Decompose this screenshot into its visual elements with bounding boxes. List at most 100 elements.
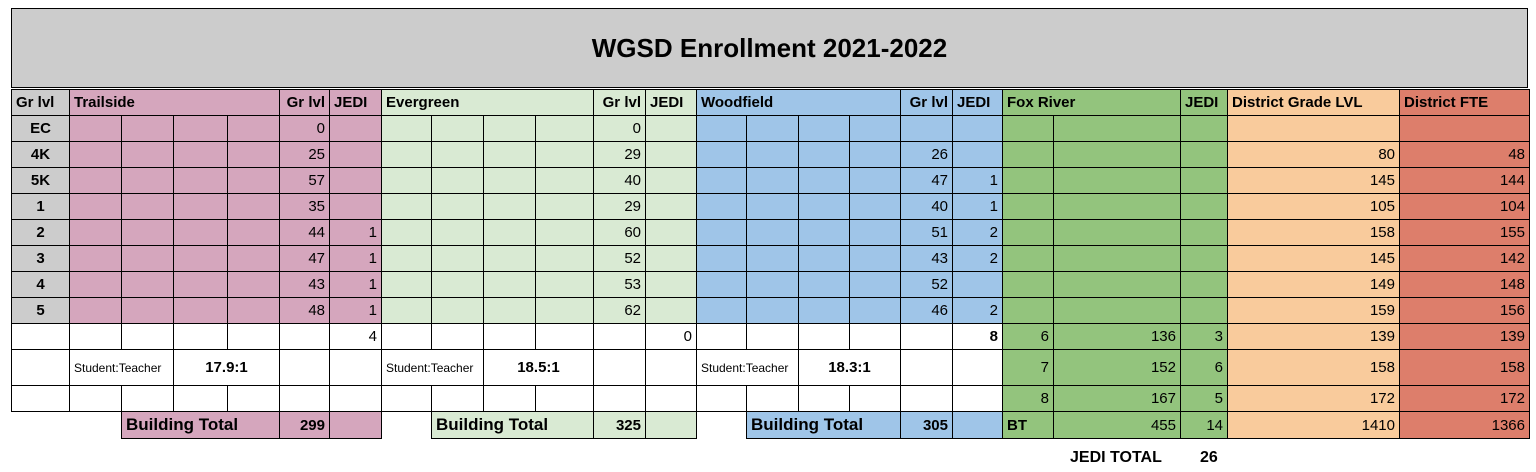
grade-row: 3 47 1 52 43 2 145 142 <box>11 245 1530 272</box>
trailside-count: 44 <box>279 219 330 246</box>
woodfield-jedi <box>952 271 1003 298</box>
evergreen-count: 40 <box>593 167 646 194</box>
fox-river-count: 167 <box>1053 385 1181 412</box>
trailside-header: Trailside <box>69 89 280 116</box>
fox-river-count: 136 <box>1053 323 1181 350</box>
evergreen-count: 0 <box>593 115 646 142</box>
district-fte-value: 155 <box>1399 219 1530 246</box>
district-grade-value: 149 <box>1227 271 1400 298</box>
district-grade-value: 172 <box>1227 385 1400 412</box>
woodfield-count: 51 <box>900 219 953 246</box>
evergreen-count: 53 <box>593 271 646 298</box>
district-fte-value <box>1399 115 1530 142</box>
woodfield-count: 46 <box>900 297 953 324</box>
evergreen-jedi <box>645 193 697 220</box>
grade-row: 5K 57 40 47 1 145 144 <box>11 167 1530 194</box>
trailside-count: 47 <box>279 245 330 272</box>
grade-row: 4 43 1 53 52 149 148 <box>11 271 1530 298</box>
evergreen-count: 29 <box>593 193 646 220</box>
woodfield-count <box>900 115 953 142</box>
jedi-sum-row: 4 0 8 6 136 3 139 139 <box>11 323 1530 350</box>
district-grade-lvl-header: District Grade LVL <box>1227 89 1400 116</box>
district-fte-header: District FTE <box>1399 89 1530 116</box>
trailside-building-total-label: Building Total <box>121 411 280 439</box>
trailside-jedi-header: JEDI <box>329 89 382 116</box>
grade-row: 5 48 1 62 46 2 159 156 <box>11 297 1530 324</box>
trailside-jedi <box>329 167 382 194</box>
trailside-count: 57 <box>279 167 330 194</box>
woodfield-jedi: 1 <box>952 167 1003 194</box>
evergreen-jedi <box>645 115 697 142</box>
district-grade-value <box>1227 115 1400 142</box>
district-fte-value: 142 <box>1399 245 1530 272</box>
evergreen-header: Evergreen <box>381 89 594 116</box>
woodfield-building-total: 305 <box>900 411 953 439</box>
grade-row: 2 44 1 60 51 2 158 155 <box>11 219 1530 246</box>
evergreen-jedi <box>645 271 697 298</box>
evergreen-jedi <box>645 167 697 194</box>
trailside-jedi: 1 <box>329 297 382 324</box>
fox-river-jedi-header: JEDI <box>1180 89 1228 116</box>
district-fte-value: 139 <box>1399 323 1530 350</box>
trailside-jedi <box>329 193 382 220</box>
fox-river-grade: 8 <box>1002 385 1054 412</box>
trailside-count: 48 <box>279 297 330 324</box>
trailside-gr-lvl-header: Gr lvl <box>279 89 330 116</box>
evergreen-jedi <box>645 141 697 168</box>
evergreen-count: 60 <box>593 219 646 246</box>
woodfield-building-total-label: Building Total <box>746 411 901 439</box>
trailside-count: 35 <box>279 193 330 220</box>
trailside-count: 25 <box>279 141 330 168</box>
trailside-jedi <box>329 141 382 168</box>
evergreen-jedi <box>645 297 697 324</box>
woodfield-jedi-sum: 8 <box>952 323 1003 350</box>
evergreen-count: 52 <box>593 245 646 272</box>
district-grade-value: 80 <box>1227 141 1400 168</box>
woodfield-jedi <box>952 141 1003 168</box>
grade-label: 3 <box>11 245 70 272</box>
grade-label: 1 <box>11 193 70 220</box>
student-teacher-label: Student:Teacher <box>381 349 484 386</box>
evergreen-count: 62 <box>593 297 646 324</box>
district-fte-value: 158 <box>1399 349 1530 386</box>
woodfield-count: 26 <box>900 141 953 168</box>
woodfield-count: 47 <box>900 167 953 194</box>
woodfield-jedi: 2 <box>952 245 1003 272</box>
grade-label: 4K <box>11 141 70 168</box>
grade-row: EC 0 0 <box>11 115 1530 142</box>
building-total-row: Building Total 299 Building Total 325 Bu… <box>12 411 1530 439</box>
evergreen-jedi-header: JEDI <box>645 89 697 116</box>
student-teacher-label: Student:Teacher <box>696 349 799 386</box>
evergreen-jedi-sum: 0 <box>645 323 697 350</box>
evergreen-count: 29 <box>593 141 646 168</box>
district-fte-value: 48 <box>1399 141 1530 168</box>
district-grade-value: 105 <box>1227 193 1400 220</box>
district-fte-value: 104 <box>1399 193 1530 220</box>
grade-label: 4 <box>11 271 70 298</box>
student-teacher-label: Student:Teacher <box>69 349 174 386</box>
evergreen-building-total-label: Building Total <box>431 411 594 439</box>
gr-lvl-header: Gr lvl <box>11 89 70 116</box>
fox-river-count: 152 <box>1053 349 1181 386</box>
evergreen-ratio: 18.5:1 <box>483 349 594 386</box>
district-fte-value: 144 <box>1399 167 1530 194</box>
woodfield-jedi: 1 <box>952 193 1003 220</box>
district-fte-value: 172 <box>1399 385 1530 412</box>
district-grade-value: 145 <box>1227 167 1400 194</box>
jedi-total-label: JEDI TOTAL <box>1070 449 1162 466</box>
woodfield-count: 40 <box>900 193 953 220</box>
woodfield-jedi-header: JEDI <box>952 89 1003 116</box>
grade-label: 2 <box>11 219 70 246</box>
evergreen-jedi <box>645 219 697 246</box>
woodfield-jedi: 2 <box>952 297 1003 324</box>
district-grade-value: 158 <box>1227 219 1400 246</box>
trailside-ratio: 17.9:1 <box>173 349 280 386</box>
grade-row: 4K 25 29 26 80 48 <box>11 141 1530 168</box>
evergreen-jedi <box>645 245 697 272</box>
grade-label: 5 <box>11 297 70 324</box>
trailside-building-total: 299 <box>279 411 330 439</box>
woodfield-gr-lvl-header: Gr lvl <box>900 89 953 116</box>
ratio-row: Student:Teacher 17.9:1 Student:Teacher 1… <box>11 349 1530 386</box>
trailside-count: 0 <box>279 115 330 142</box>
woodfield-ratio: 18.3:1 <box>798 349 901 386</box>
